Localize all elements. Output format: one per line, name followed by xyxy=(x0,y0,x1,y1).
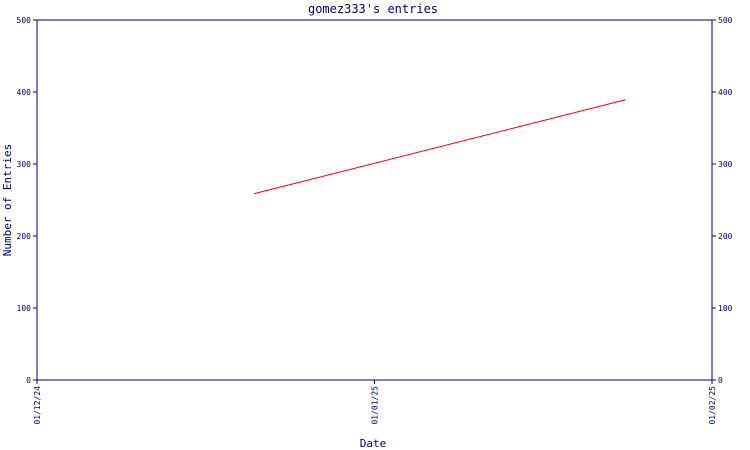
x-tick-label: 01/01/25 xyxy=(371,386,380,425)
data-point xyxy=(624,99,626,101)
y-tick-label-left: 400 xyxy=(17,88,32,97)
x-tick-label: 01/02/25 xyxy=(708,386,717,425)
x-axis-label: Date xyxy=(360,437,387,450)
series-layer xyxy=(254,99,626,195)
y-tick-label-left: 300 xyxy=(17,160,32,169)
y-tick-label-left: 100 xyxy=(17,304,32,313)
chart-title: gomez333's entries xyxy=(308,2,438,16)
y-tick-label-right: 500 xyxy=(718,16,733,25)
y-tick-label-left: 0 xyxy=(26,376,31,385)
y-tick-label-right: 0 xyxy=(718,376,723,385)
y-tick-label-right: 400 xyxy=(718,88,733,97)
y-tick-label-right: 300 xyxy=(718,160,733,169)
data-point xyxy=(254,192,256,195)
y-tick-label-left: 200 xyxy=(17,232,32,241)
y-tick-label-right: 200 xyxy=(718,232,733,241)
y-tick-label-left: 500 xyxy=(17,16,32,25)
y-axis-label: Number of Entries xyxy=(1,144,14,257)
series-line xyxy=(254,99,626,195)
plot-area-frame xyxy=(36,19,713,381)
x-tick-label: 01/12/24 xyxy=(33,386,42,425)
y-tick-label-right: 100 xyxy=(718,304,733,313)
ticks-layer: 0 0 100 100 200 200 300 300 400 400 500 500 01/12/24… xyxy=(17,16,733,425)
